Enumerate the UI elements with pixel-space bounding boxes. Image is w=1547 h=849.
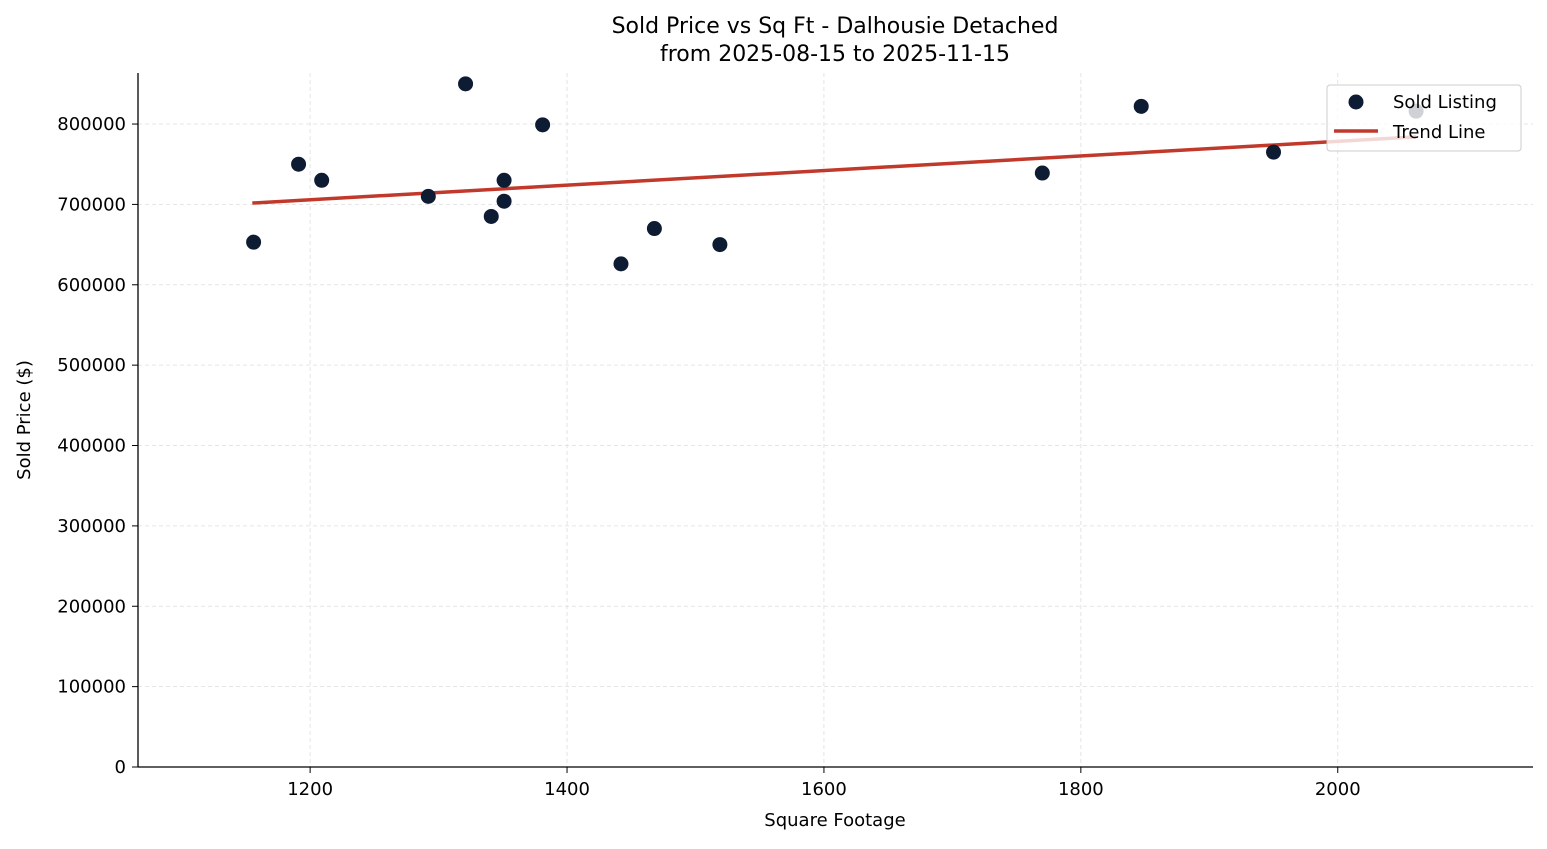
ticks: 1200 1400 1600 1800 2000 0 100000 200000 300000 4… (57, 114, 1360, 800)
y-tick-label: 200000 (57, 596, 126, 617)
x-tick-label: 2000 (1315, 779, 1361, 800)
legend-label-sold-listing: Sold Listing (1393, 92, 1497, 113)
x-tick-label: 1800 (1058, 779, 1104, 800)
x-tick-label: 1400 (544, 779, 590, 800)
y-tick-label: 600000 (57, 275, 126, 296)
grid (138, 73, 1533, 768)
data-point (458, 76, 474, 92)
y-tick-label: 100000 (57, 677, 126, 698)
y-tick-label: 0 (115, 757, 126, 778)
x-tick-label: 1200 (287, 779, 333, 800)
data-point (613, 256, 629, 272)
data-point (535, 117, 551, 133)
legend: Sold Listing Trend Line (1326, 84, 1522, 152)
data-point (483, 208, 499, 224)
data-point (712, 237, 728, 253)
x-axis-label: Square Footage (764, 810, 905, 831)
legend-box (1326, 84, 1522, 152)
y-tick-label: 700000 (57, 194, 126, 215)
legend-marker-sold-listing (1348, 94, 1364, 110)
y-tick-label: 400000 (57, 436, 126, 457)
data-point (420, 188, 436, 204)
data-point (246, 234, 262, 250)
x-tick-label: 1600 (801, 779, 847, 800)
data-point (291, 156, 307, 172)
data-point (646, 221, 662, 237)
y-tick-label: 500000 (57, 355, 126, 376)
y-tick-label: 300000 (57, 516, 126, 537)
trend-line (252, 135, 1417, 205)
y-axis-label: Sold Price ($) (14, 360, 35, 480)
data-point (1034, 165, 1050, 181)
data-point (496, 172, 512, 188)
marks (246, 76, 1424, 272)
chart-title: Sold Price vs Sq Ft - Dalhousie Detached (612, 14, 1059, 39)
data-point (1133, 98, 1149, 114)
data-point (1266, 144, 1282, 160)
data-point (496, 193, 512, 209)
legend-label-trend-line: Trend Line (1392, 122, 1486, 143)
y-tick-label: 800000 (57, 114, 126, 135)
chart-subtitle: from 2025-08-15 to 2025-11-15 (660, 42, 1010, 67)
data-point (314, 172, 330, 188)
